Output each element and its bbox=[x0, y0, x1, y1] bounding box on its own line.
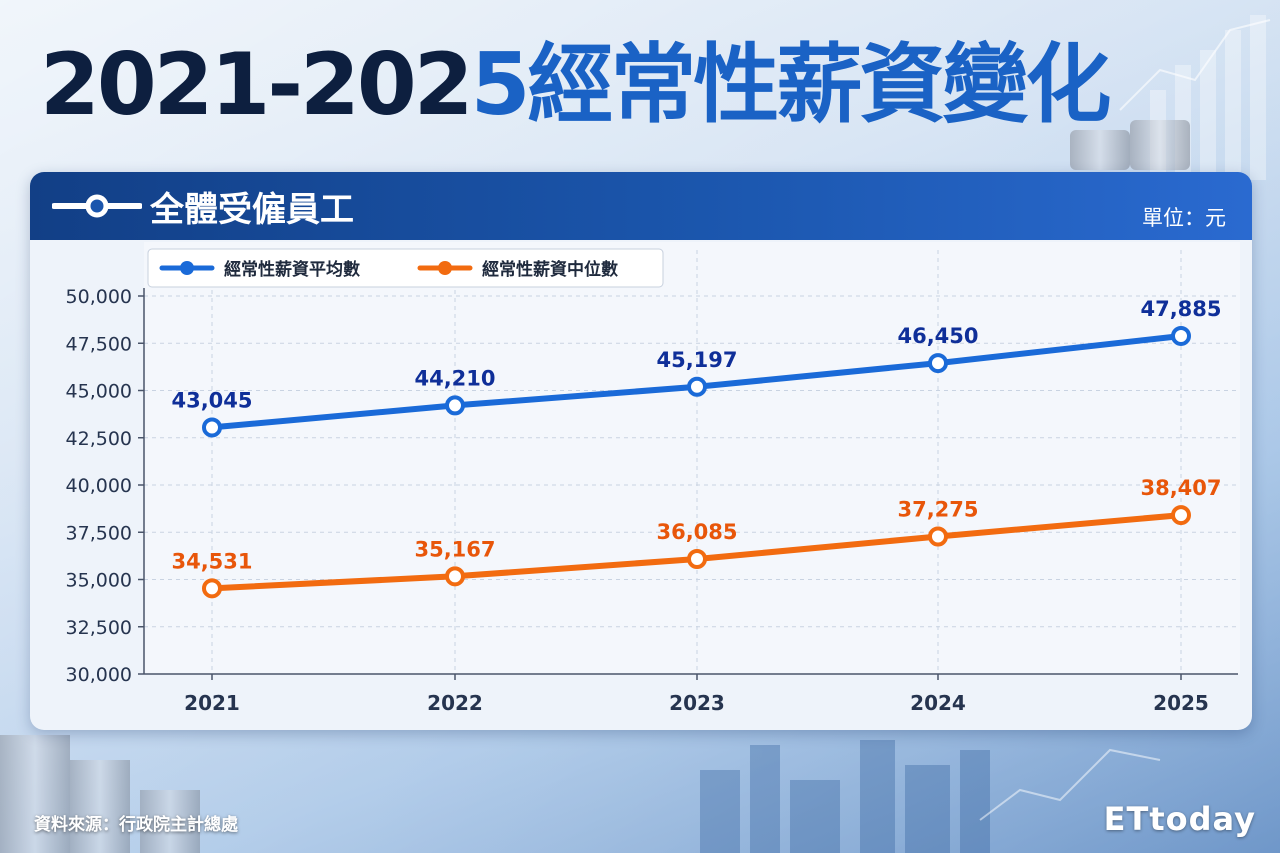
line-marker-icon bbox=[52, 194, 142, 218]
x-tick-label: 2025 bbox=[1153, 691, 1209, 715]
data-label: 35,167 bbox=[414, 537, 495, 561]
data-point bbox=[928, 526, 948, 547]
data-label: 45,197 bbox=[656, 348, 737, 372]
data-point bbox=[687, 376, 707, 397]
data-label: 44,210 bbox=[414, 366, 495, 390]
data-label: 36,085 bbox=[656, 520, 737, 544]
data-label: 38,407 bbox=[1140, 476, 1221, 500]
x-tick-label: 2023 bbox=[669, 691, 725, 715]
ettoday-logo: ETtoday bbox=[1103, 800, 1256, 838]
data-label: 47,885 bbox=[1140, 297, 1221, 321]
source-note: 資料來源：行政院主計總處 bbox=[34, 815, 238, 835]
data-point bbox=[445, 566, 465, 587]
y-tick-label: 35,000 bbox=[66, 570, 132, 592]
page-title-accent: 5經常性薪資變化 bbox=[470, 35, 1112, 135]
y-tick-label: 42,500 bbox=[66, 428, 132, 450]
legend-box bbox=[147, 248, 664, 288]
panel-title: 全體受僱員工 bbox=[150, 190, 354, 230]
legend-label: 經常性薪資平均數 bbox=[224, 259, 360, 280]
y-tick-label: 37,500 bbox=[66, 522, 132, 544]
data-label: 46,450 bbox=[897, 324, 978, 348]
page-title: 2021-2025經常性薪資變化 bbox=[40, 35, 1112, 135]
data-point bbox=[202, 417, 222, 438]
data-label: 43,045 bbox=[171, 388, 252, 412]
y-tick-label: 45,000 bbox=[66, 381, 132, 403]
page-title-prefix: 2021-202 bbox=[40, 35, 474, 135]
y-tick-label: 32,500 bbox=[66, 617, 132, 639]
data-point bbox=[687, 548, 707, 569]
panel-header: 全體受僱員工 單位：元 bbox=[30, 172, 1252, 240]
legend-marker bbox=[438, 261, 452, 275]
data-point bbox=[1171, 505, 1191, 526]
y-tick-label: 50,000 bbox=[66, 286, 132, 308]
data-label: 37,275 bbox=[897, 498, 978, 522]
legend-marker bbox=[180, 261, 194, 275]
x-tick-label: 2024 bbox=[910, 691, 966, 715]
data-point bbox=[1171, 325, 1191, 346]
data-point bbox=[202, 578, 222, 599]
y-tick-label: 47,500 bbox=[66, 333, 132, 355]
data-label: 34,531 bbox=[171, 549, 252, 573]
data-point bbox=[445, 395, 465, 416]
y-tick-label: 40,000 bbox=[66, 475, 132, 497]
y-tick-label: 30,000 bbox=[66, 664, 132, 686]
x-tick-label: 2021 bbox=[184, 691, 240, 715]
legend-label: 經常性薪資中位數 bbox=[482, 259, 618, 280]
x-tick-label: 2022 bbox=[427, 691, 483, 715]
plot-area bbox=[144, 242, 1240, 674]
data-point bbox=[928, 353, 948, 374]
unit-label: 單位：元 bbox=[1142, 206, 1226, 230]
